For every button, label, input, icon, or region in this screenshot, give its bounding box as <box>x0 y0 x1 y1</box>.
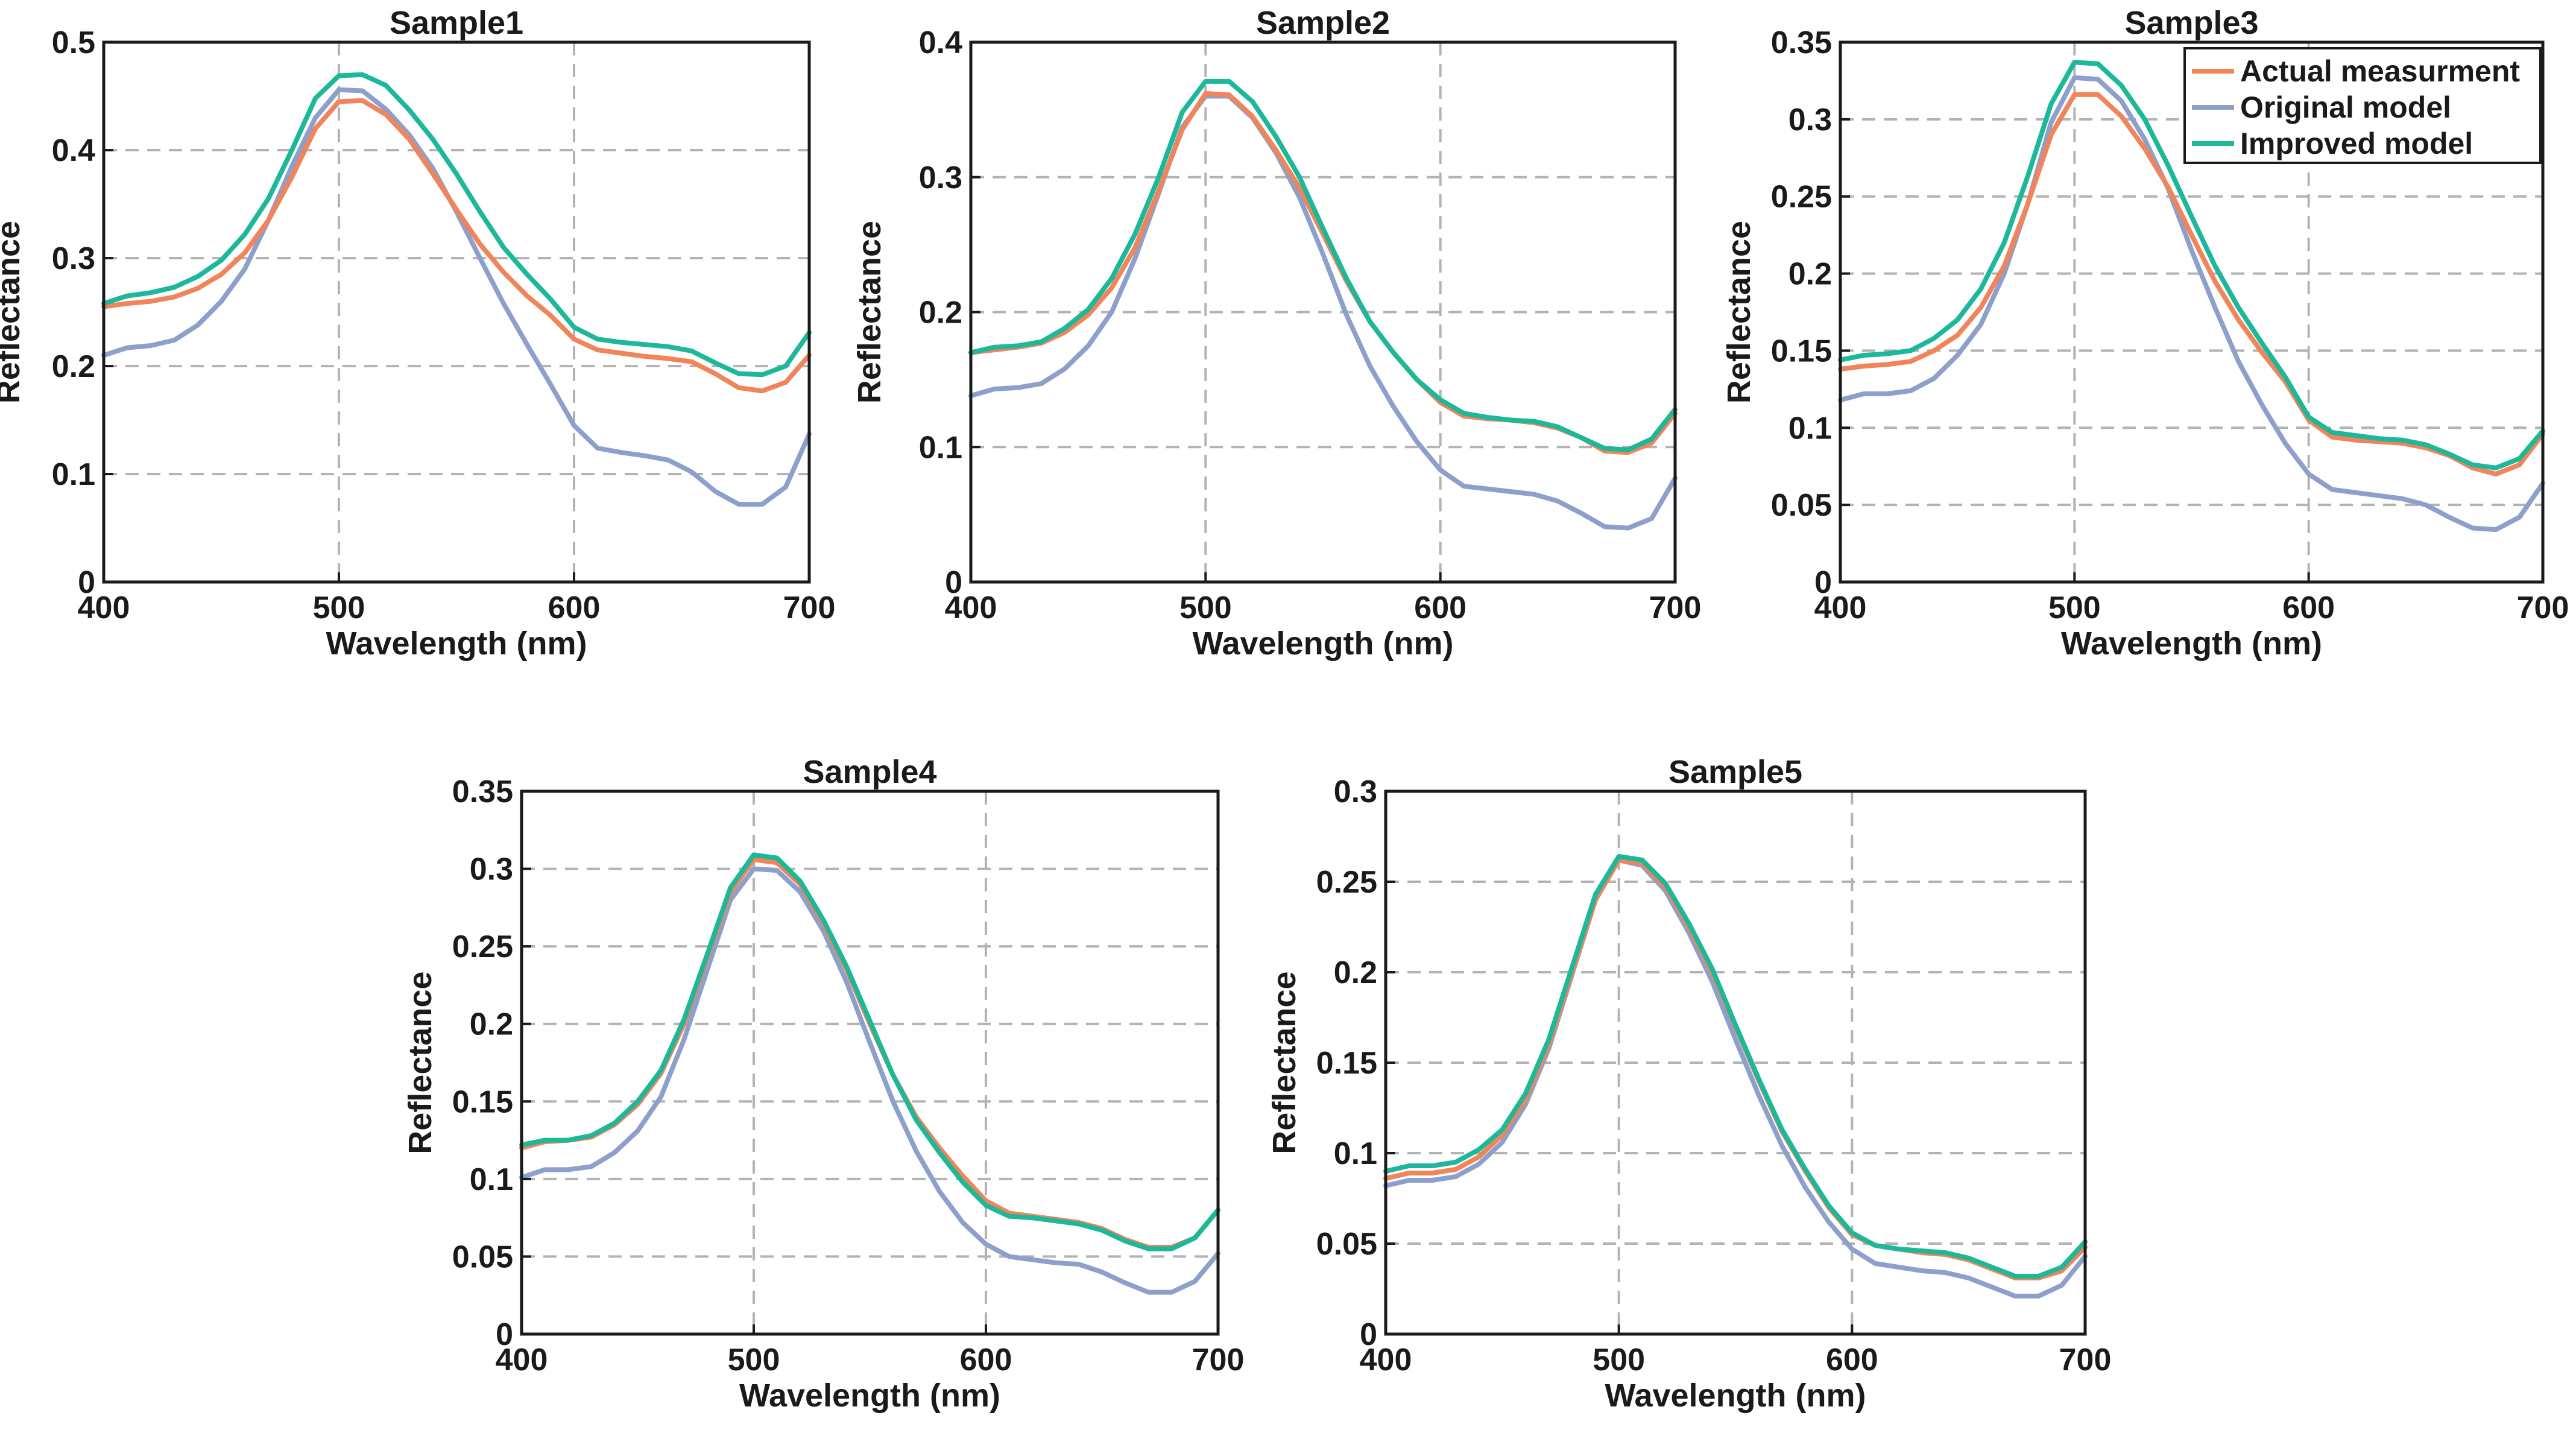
y-axis-label: Reflectance <box>402 971 438 1154</box>
chart-sample3: 400 500 600 700 0 0.05 0.1 0.15 0.2 0.25 0.3 0.35 Sa… <box>1721 5 2569 662</box>
y-tick-label: 0.1 <box>1788 411 1832 446</box>
x-tick-label: 500 <box>313 590 365 625</box>
y-tick-label: 0 <box>78 565 95 600</box>
y-tick-label: 0 <box>945 565 962 600</box>
chart-sample1: 400 500 600 700 0 0.1 0.2 0.3 0.4 0.5 Sample1 Wavel… <box>0 5 835 662</box>
y-tick-label: 0.1 <box>52 457 95 492</box>
x-tick-label: 400 <box>945 590 997 625</box>
y-tick-label: 0.05 <box>1316 1227 1377 1262</box>
series-line-improved-model <box>1838 60 2545 470</box>
y-axis-label: Reflectance <box>1266 971 1302 1154</box>
y-tick-label: 0 <box>1814 565 1832 600</box>
y-tick-label: 0.3 <box>52 241 95 276</box>
series-line-original-model <box>1838 75 2545 533</box>
x-tick-label: 400 <box>1814 590 1867 625</box>
y-tick-label: 0.35 <box>452 774 513 809</box>
x-axis-label: Wavelength (nm) <box>1192 625 1453 662</box>
y-tick-label: 0.25 <box>1771 180 1832 215</box>
x-tick-label: 400 <box>78 590 130 625</box>
chart-title: Sample4 <box>803 754 936 790</box>
y-tick-label: 0.3 <box>919 160 962 195</box>
y-tick-label: 0.05 <box>452 1239 513 1274</box>
y-tick-label: 0.3 <box>470 852 513 887</box>
chart-title: Sample1 <box>390 5 523 41</box>
y-tick-label: 0.4 <box>919 25 962 60</box>
series-line-improved-model <box>1383 854 2088 1279</box>
x-axis-label: Wavelength (nm) <box>1605 1378 1866 1414</box>
y-axis-label: Reflectance <box>0 221 27 403</box>
x-tick-label: 700 <box>783 590 836 625</box>
axes-frame <box>1839 40 2545 584</box>
x-tick-label: 600 <box>1414 590 1466 625</box>
x-tick-label: 500 <box>1179 590 1232 625</box>
y-tick-label: 0.2 <box>52 349 95 384</box>
chart-title: Sample3 <box>2124 5 2258 41</box>
series-line-improved-model <box>519 852 1220 1251</box>
legend-label-improved-model: Improved model <box>2240 127 2473 160</box>
chart-title: Sample5 <box>1668 754 1802 790</box>
y-tick-label: 0.1 <box>919 430 962 465</box>
y-axis-label: Reflectance <box>1721 221 1757 403</box>
y-tick-label: 0.4 <box>52 133 95 168</box>
y-tick-label: 0.2 <box>919 296 962 331</box>
y-tick-label: 0.1 <box>1334 1136 1377 1171</box>
x-tick-label: 500 <box>1593 1343 1645 1378</box>
x-tick-label: 600 <box>1826 1343 1878 1378</box>
y-tick-label: 0.3 <box>1334 774 1377 809</box>
x-tick-label: 600 <box>2282 590 2335 625</box>
chart-sample4: 400 500 600 700 0 0.05 0.1 0.15 0.2 0.25 0.3 0.35 Sa… <box>402 754 1244 1414</box>
y-tick-label: 0.25 <box>452 929 513 964</box>
legend-box <box>2183 47 2542 164</box>
series-line-original-model <box>519 866 1220 1295</box>
legend-label-actual-measurment: Actual measurment <box>2240 54 2520 88</box>
y-tick-label: 0.15 <box>1316 1046 1377 1081</box>
y-tick-label: 0.15 <box>1771 334 1832 369</box>
x-tick-label: 500 <box>2048 590 2101 625</box>
plot-area <box>522 791 1218 1334</box>
y-tick-label: 0.25 <box>1316 865 1377 900</box>
x-axis-label: Wavelength (nm) <box>2061 625 2322 662</box>
series-line-actual-measurment <box>1838 92 2545 476</box>
y-tick-label: 0 <box>1360 1317 1377 1352</box>
chart-sample5: 400 500 600 700 0 0.05 0.1 0.15 0.2 0.25 0.3 Sample… <box>1266 754 2111 1414</box>
axes-frame <box>102 40 811 584</box>
y-tick-label: 0.1 <box>470 1162 513 1197</box>
y-axis-label: Reflectance <box>851 221 888 403</box>
axes-frame <box>520 789 1220 1336</box>
y-tick-label: 0 <box>496 1317 513 1352</box>
y-tick-label: 0.2 <box>1334 955 1377 990</box>
series-line-improved-model <box>101 72 812 378</box>
x-tick-label: 700 <box>1192 1343 1245 1378</box>
series-line-improved-model <box>968 78 1678 452</box>
x-tick-label: 700 <box>2517 590 2569 625</box>
x-axis-label: Wavelength (nm) <box>739 1378 1000 1414</box>
x-axis-label: Wavelength (nm) <box>326 625 587 662</box>
x-tick-label: 500 <box>728 1343 780 1378</box>
chart-title: Sample2 <box>1256 5 1390 41</box>
x-tick-label: 400 <box>496 1343 548 1378</box>
x-tick-label: 600 <box>548 590 601 625</box>
y-tick-label: 0.2 <box>470 1007 513 1042</box>
series-line-original-model <box>968 93 1678 531</box>
series-line-original-model <box>1383 858 2088 1299</box>
chart-sample2: 400 500 600 700 0 0.1 0.2 0.3 0.4 Sample2 Waveleng… <box>851 5 1701 662</box>
y-tick-label: 0.3 <box>1788 103 1832 138</box>
y-tick-label: 0.2 <box>1788 257 1832 292</box>
y-tick-label: 0.15 <box>452 1084 513 1119</box>
series-line-actual-measurment <box>101 98 812 394</box>
x-tick-label: 700 <box>2059 1343 2112 1378</box>
y-tick-label: 0.35 <box>1771 25 1832 60</box>
y-tick-label: 0.05 <box>1771 488 1832 523</box>
y-tick-label: 0.5 <box>52 25 95 60</box>
x-tick-label: 700 <box>1649 590 1702 625</box>
plot-area <box>104 42 809 582</box>
x-tick-label: 400 <box>1360 1343 1412 1378</box>
x-tick-label: 600 <box>960 1343 1012 1378</box>
legend-label-original-model: Original model <box>2240 90 2451 124</box>
